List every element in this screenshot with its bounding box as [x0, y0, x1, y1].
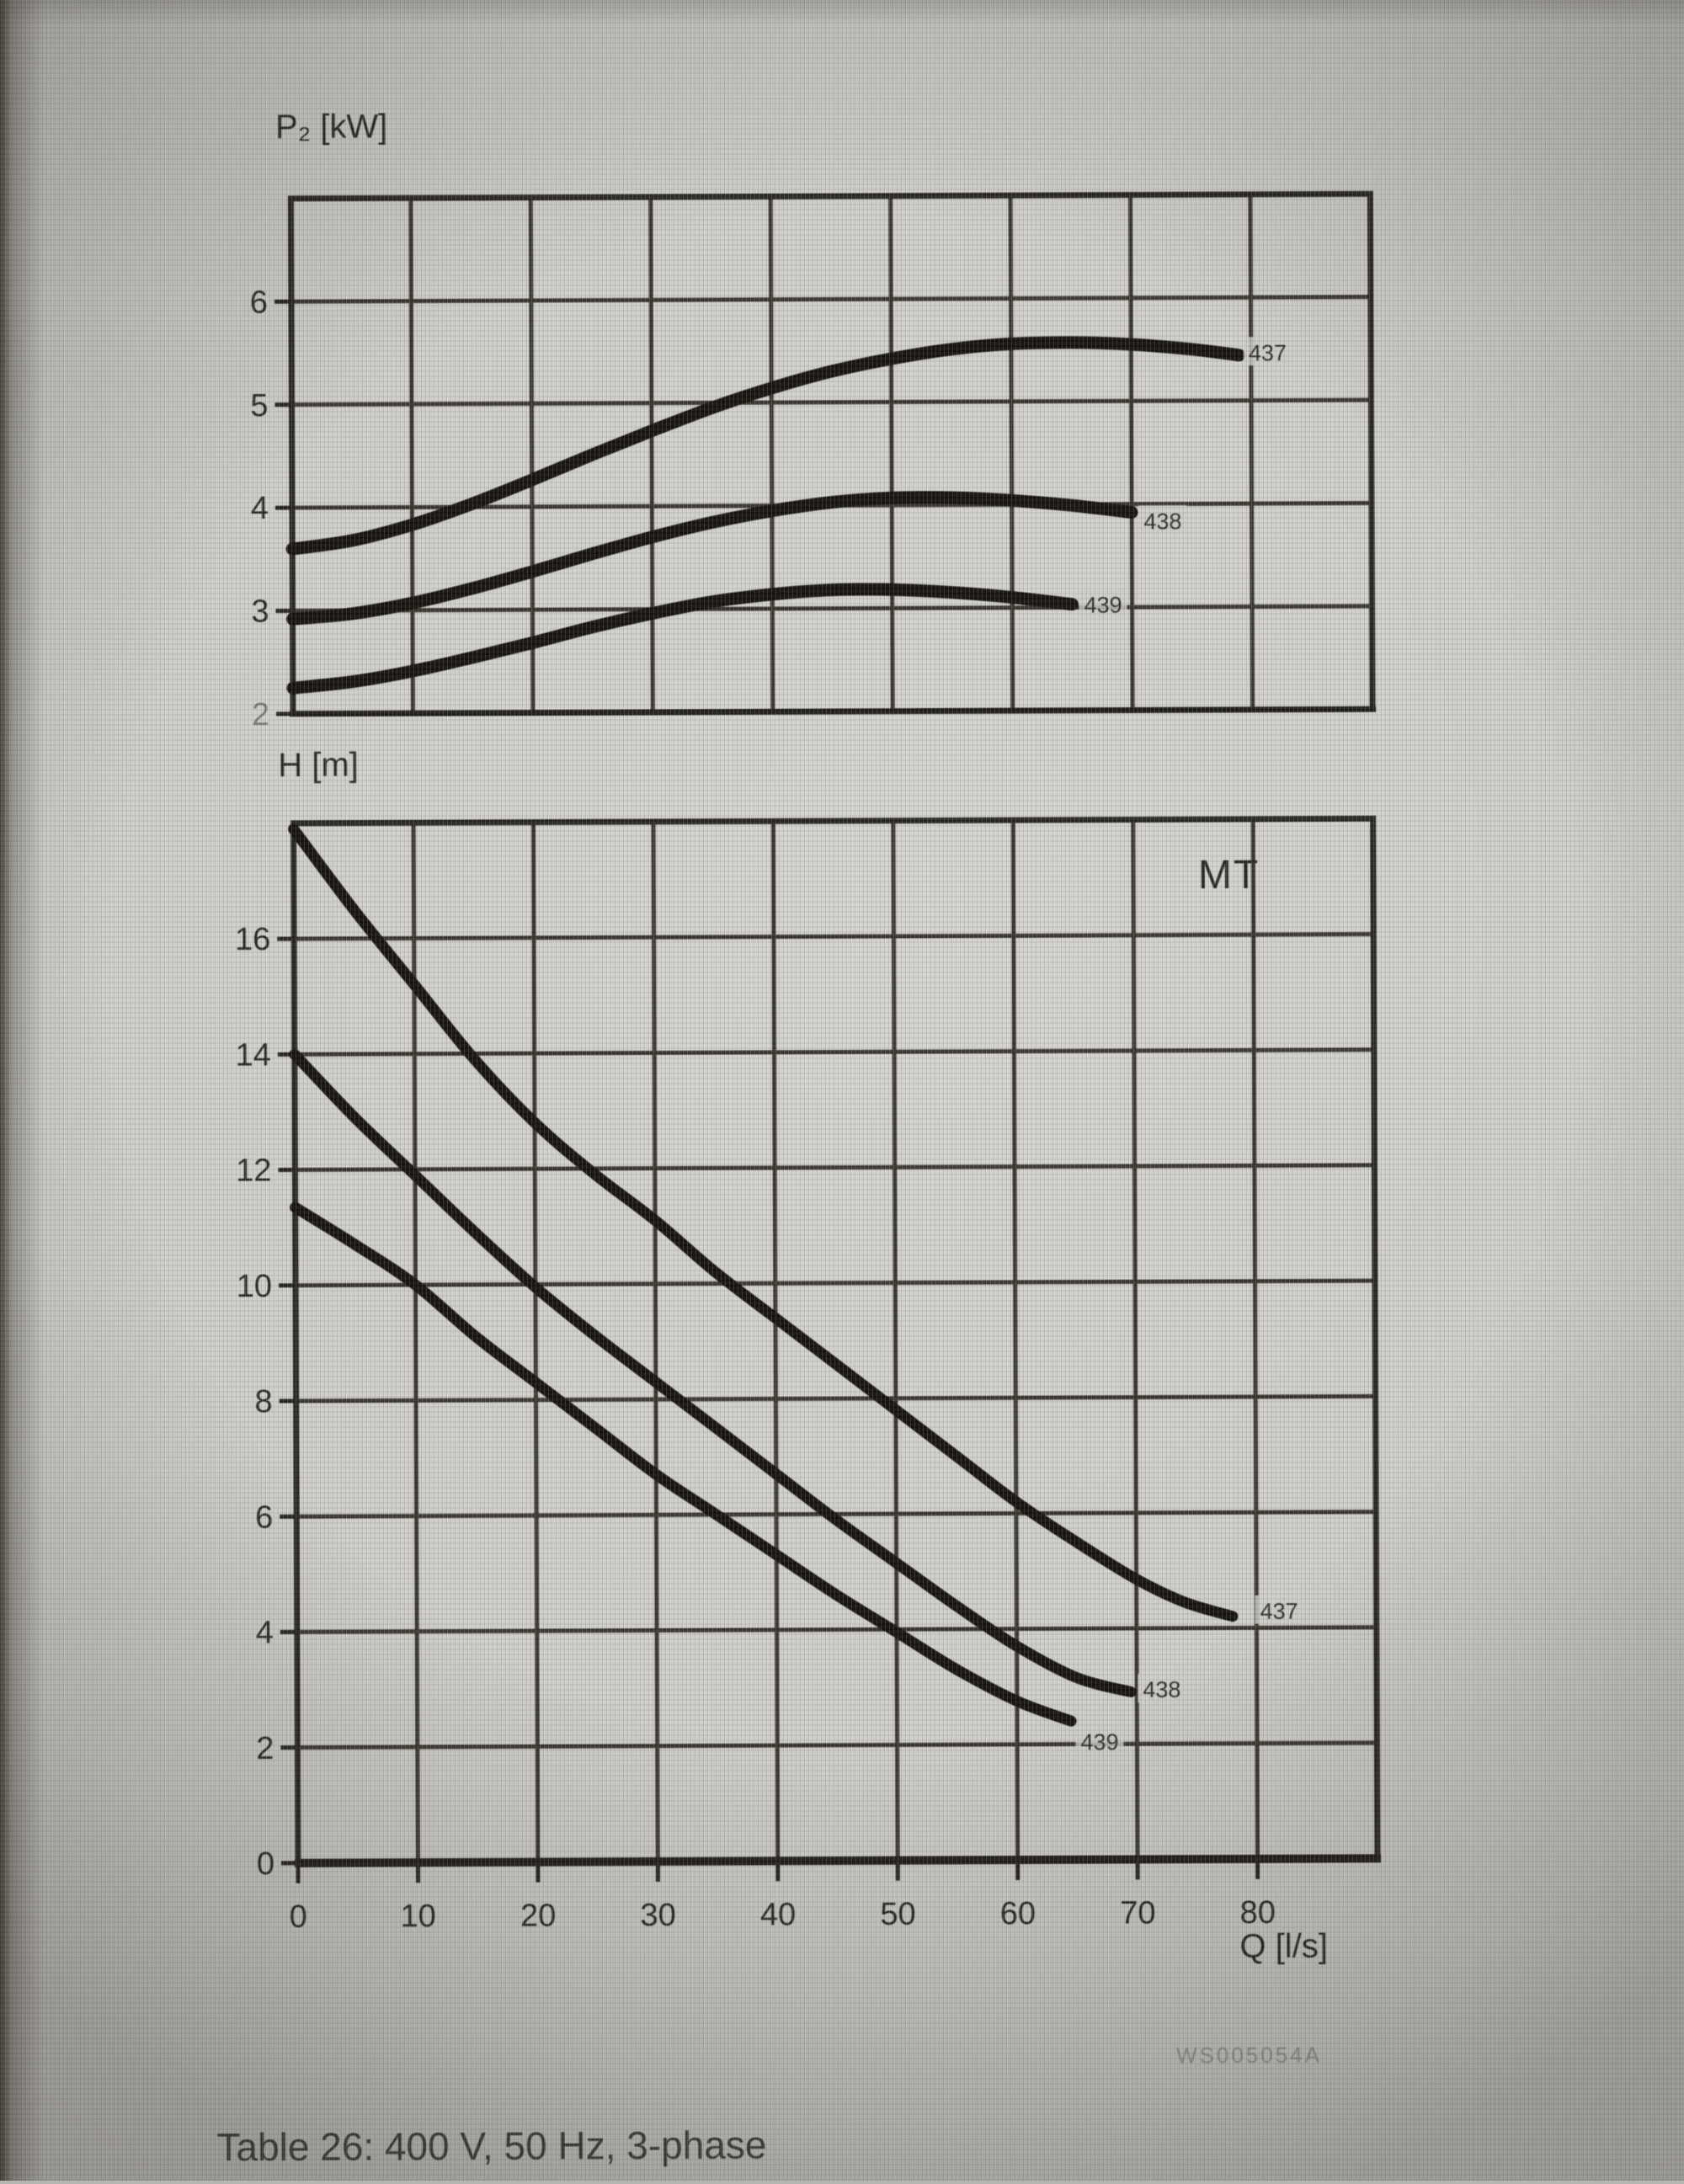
mt-annotation: MT — [1198, 852, 1260, 898]
curve-438 — [295, 1051, 1131, 1696]
gridline-y-5 — [291, 400, 1371, 405]
curve-437 — [294, 825, 1233, 1621]
gridline-y-2 — [297, 1743, 1377, 1748]
y-tick-label-16: 16 — [235, 922, 270, 957]
y-tick-label-6: 6 — [255, 1500, 273, 1535]
table-caption: Table 26: 400 V, 50 Hz, 3-phase — [216, 2122, 766, 2170]
x-tick-label-0: 0 — [290, 1899, 307, 1935]
gridline-x-40 — [773, 821, 777, 1861]
x-tick-label-20: 20 — [520, 1898, 556, 1933]
gridline-y-14 — [295, 1050, 1374, 1055]
gridline-y-16 — [294, 934, 1373, 939]
gridline-x-80 — [1253, 819, 1257, 1859]
y-tick-label-4: 4 — [251, 491, 269, 526]
x-tick-label-70: 70 — [1120, 1895, 1155, 1931]
curve-label-439: 439 — [1080, 1729, 1118, 1755]
gridline-x-40 — [770, 196, 773, 711]
gridline-x-50 — [893, 821, 898, 1861]
curve-label-439: 439 — [1084, 592, 1122, 617]
curve-label-437: 437 — [1249, 340, 1287, 365]
x-tick-label-60: 60 — [1000, 1896, 1036, 1931]
x-tick-label-40: 40 — [760, 1897, 796, 1932]
x-tick-label-80: 80 — [1240, 1895, 1276, 1931]
y-tick-label-2: 2 — [256, 1731, 274, 1766]
gridline-y-12 — [295, 1165, 1374, 1170]
gridline-y-4 — [297, 1627, 1377, 1633]
gridline-x-50 — [891, 196, 893, 711]
curve-label-438: 438 — [1143, 1677, 1180, 1702]
gridline-x-80 — [1250, 194, 1253, 710]
y-tick-label-4: 4 — [256, 1616, 274, 1651]
gridline-y-10 — [296, 1281, 1375, 1286]
y-tick-label-10: 10 — [237, 1269, 272, 1304]
p2-vs-q-frame — [290, 194, 1372, 714]
y-tick-label-3: 3 — [251, 594, 269, 630]
y-tick-label-8: 8 — [254, 1384, 272, 1420]
gridline-y-6 — [291, 297, 1371, 302]
gridline-x-30 — [653, 822, 658, 1862]
gridline-x-20 — [530, 198, 533, 713]
gridline-x-60 — [1010, 195, 1013, 711]
h-vs-q-frame — [294, 818, 1378, 1863]
curve-label-438: 438 — [1143, 509, 1181, 534]
h-axis-title: H [m] — [278, 747, 359, 785]
gridline-x-70 — [1130, 194, 1132, 710]
q-axis-title: Q [l/s] — [1239, 1927, 1328, 1965]
y-tick-label-6: 6 — [250, 285, 268, 320]
y-tick-label-14: 14 — [235, 1037, 270, 1073]
gridline-x-10 — [411, 198, 413, 713]
p2-axis-title: P₂ [kW] — [275, 108, 388, 146]
watermark-code: WS005054A — [1176, 2043, 1322, 2069]
gridline-y-3 — [293, 606, 1372, 611]
h-vs-q-x-axis — [295, 1858, 1381, 1863]
y-tick-label-5: 5 — [250, 388, 268, 423]
y-tick-label-2: 2 — [252, 697, 269, 732]
x-tick-label-50: 50 — [880, 1897, 915, 1932]
gridline-x-30 — [651, 197, 653, 712]
gridline-x-70 — [1133, 819, 1138, 1859]
y-tick-label-12: 12 — [236, 1153, 271, 1189]
x-tick-label-10: 10 — [400, 1899, 435, 1934]
gridline-x-20 — [533, 823, 537, 1862]
curve-label-437: 437 — [1260, 1599, 1298, 1624]
gridline-y-8 — [296, 1396, 1376, 1401]
x-tick-label-30: 30 — [640, 1898, 675, 1933]
p2-vs-q-x-axis — [290, 709, 1376, 714]
y-tick-label-0: 0 — [257, 1846, 274, 1882]
